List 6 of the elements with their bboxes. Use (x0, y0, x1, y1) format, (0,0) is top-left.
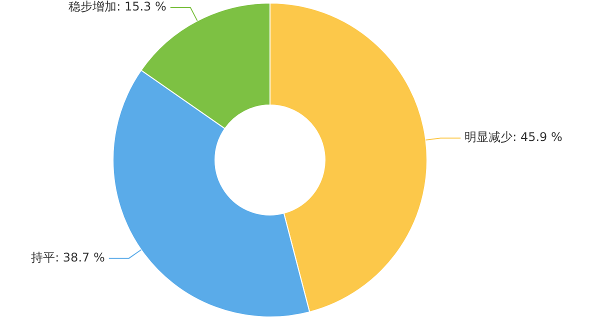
slice-label: 持平 (31, 250, 56, 265)
data-label: : 15.3 % (116, 0, 166, 14)
slice-label: 稳步增加 (68, 0, 117, 14)
data-label: : 38.7 % (55, 250, 105, 265)
data-label: : 45.9 % (512, 130, 562, 144)
slice-label: 明显减少 (464, 130, 513, 144)
